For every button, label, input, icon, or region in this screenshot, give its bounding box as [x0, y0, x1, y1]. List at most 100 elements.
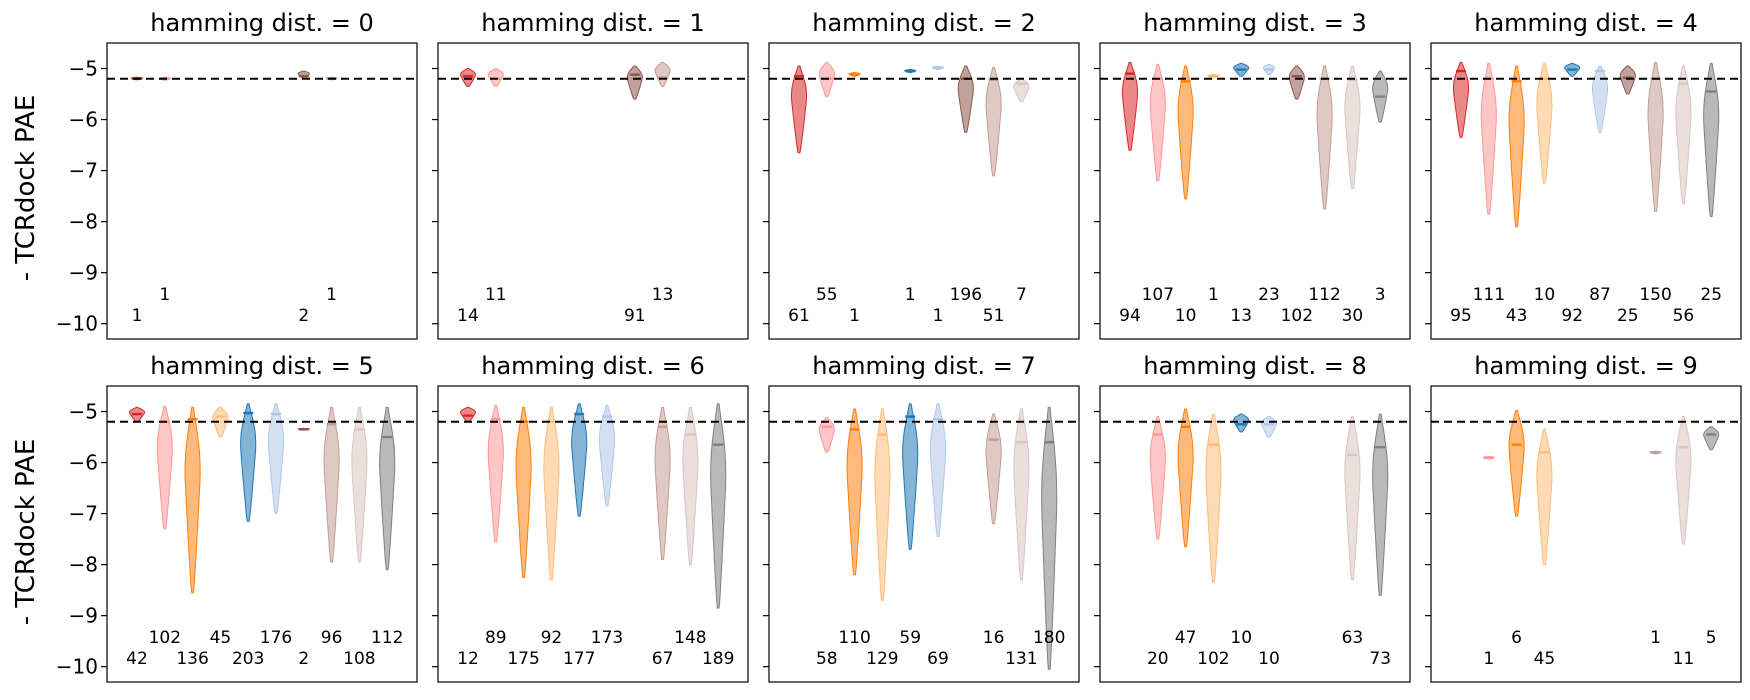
ytick-label: −9 [69, 604, 98, 628]
violin-body [654, 61, 671, 87]
count-label: 95 [1450, 306, 1472, 326]
violin-body [543, 406, 560, 581]
violin-body [682, 406, 699, 566]
violin-body [297, 70, 310, 80]
count-label: 25 [1617, 306, 1639, 326]
violin-body [184, 406, 201, 594]
violin-body [1260, 416, 1278, 438]
count-label: 111 [1473, 285, 1505, 305]
panel-title: hamming dist. = 2 [812, 9, 1036, 37]
panel-title: hamming dist. = 4 [1474, 9, 1698, 37]
panel-frame [1430, 42, 1742, 340]
ytick-label: −8 [69, 210, 98, 234]
ytick-label: −9 [69, 261, 98, 285]
panel-frame [1099, 385, 1411, 683]
count-label: 92 [1561, 306, 1583, 326]
violin-body [929, 403, 947, 538]
ytick-label: −6 [69, 451, 98, 475]
violin-body [1205, 413, 1222, 583]
count-label: 20 [1147, 649, 1169, 669]
panel-title: hamming dist. = 3 [1143, 9, 1367, 37]
violin-body [1177, 408, 1194, 548]
count-label: 51 [983, 306, 1005, 326]
panel-frame [437, 42, 749, 340]
violin-body [1013, 78, 1030, 103]
count-label: 13 [652, 285, 674, 305]
violin-body [1675, 416, 1692, 545]
violin-body [985, 413, 1002, 525]
violin-body [846, 408, 863, 576]
violin-body [1591, 65, 1609, 133]
violin-body [1177, 65, 1194, 200]
ytick-label: −7 [69, 502, 98, 526]
count-label: 11 [1673, 649, 1695, 669]
count-label: 1 [905, 285, 916, 305]
violin-body [1703, 426, 1720, 451]
panel-title: hamming dist. = 0 [150, 9, 374, 37]
violin-body [818, 417, 835, 453]
count-label: 136 [176, 649, 208, 669]
count-label: 10 [1534, 285, 1556, 305]
panel-title: hamming dist. = 8 [1143, 352, 1367, 380]
count-label: 42 [126, 649, 148, 669]
violin-body [571, 403, 588, 517]
count-label: 45 [1534, 649, 1556, 669]
violin-body [957, 65, 974, 133]
count-label: 175 [507, 649, 539, 669]
count-label: 107 [1142, 285, 1174, 305]
ytick-label: −6 [69, 108, 98, 132]
ytick-label: −8 [69, 553, 98, 577]
panel-5: hamming dist. = 5 −5 −6 −7 −8 −9 −10 4210213645… [56, 352, 418, 683]
violin-body [902, 403, 919, 550]
count-label: 11 [485, 285, 507, 305]
violin-body [1041, 406, 1058, 670]
panel-frame [1430, 385, 1742, 683]
count-label: 69 [927, 649, 949, 669]
count-label: 1 [132, 306, 143, 326]
count-label: 6 [1511, 628, 1522, 648]
violin-body [985, 67, 1002, 177]
violin-body [626, 65, 643, 100]
count-label: 63 [1342, 628, 1364, 648]
count-label: 1 [1483, 649, 1494, 669]
panel-frame [106, 42, 418, 340]
violin-body [487, 404, 504, 543]
count-label: 129 [866, 649, 898, 669]
count-label: 5 [1706, 628, 1717, 648]
count-label: 12 [457, 649, 479, 669]
count-label: 112 [371, 628, 403, 648]
violin-body [323, 406, 340, 563]
violin-body [1647, 61, 1664, 212]
violin-body [1619, 65, 1636, 95]
count-label: 2 [298, 306, 309, 326]
count-label: 10 [1258, 649, 1280, 669]
count-label: 7 [1016, 285, 1027, 305]
violin-body [598, 404, 616, 507]
count-label: 91 [624, 306, 646, 326]
violin-body [790, 65, 808, 154]
violin-body [1675, 65, 1692, 205]
count-label: 59 [899, 628, 921, 648]
count-label: 67 [652, 649, 674, 669]
panel-frame [437, 385, 749, 683]
count-label: 13 [1230, 306, 1252, 326]
count-label: 47 [1175, 628, 1197, 648]
panel-frame [768, 42, 1080, 340]
violin-body [1316, 65, 1333, 210]
violin-body [1233, 413, 1250, 433]
count-label: 25 [1700, 285, 1722, 305]
count-label: 30 [1342, 306, 1364, 326]
panel-frame [1099, 42, 1411, 340]
violin-body [1288, 65, 1305, 100]
count-label: 102 [1197, 649, 1229, 669]
count-label: 96 [321, 628, 343, 648]
count-label: 2 [298, 649, 309, 669]
ytick-label: −10 [56, 655, 98, 679]
count-label: 89 [485, 628, 507, 648]
ytick-label: −10 [56, 312, 98, 336]
count-label: 1 [1208, 285, 1219, 305]
count-label: 23 [1258, 285, 1280, 305]
